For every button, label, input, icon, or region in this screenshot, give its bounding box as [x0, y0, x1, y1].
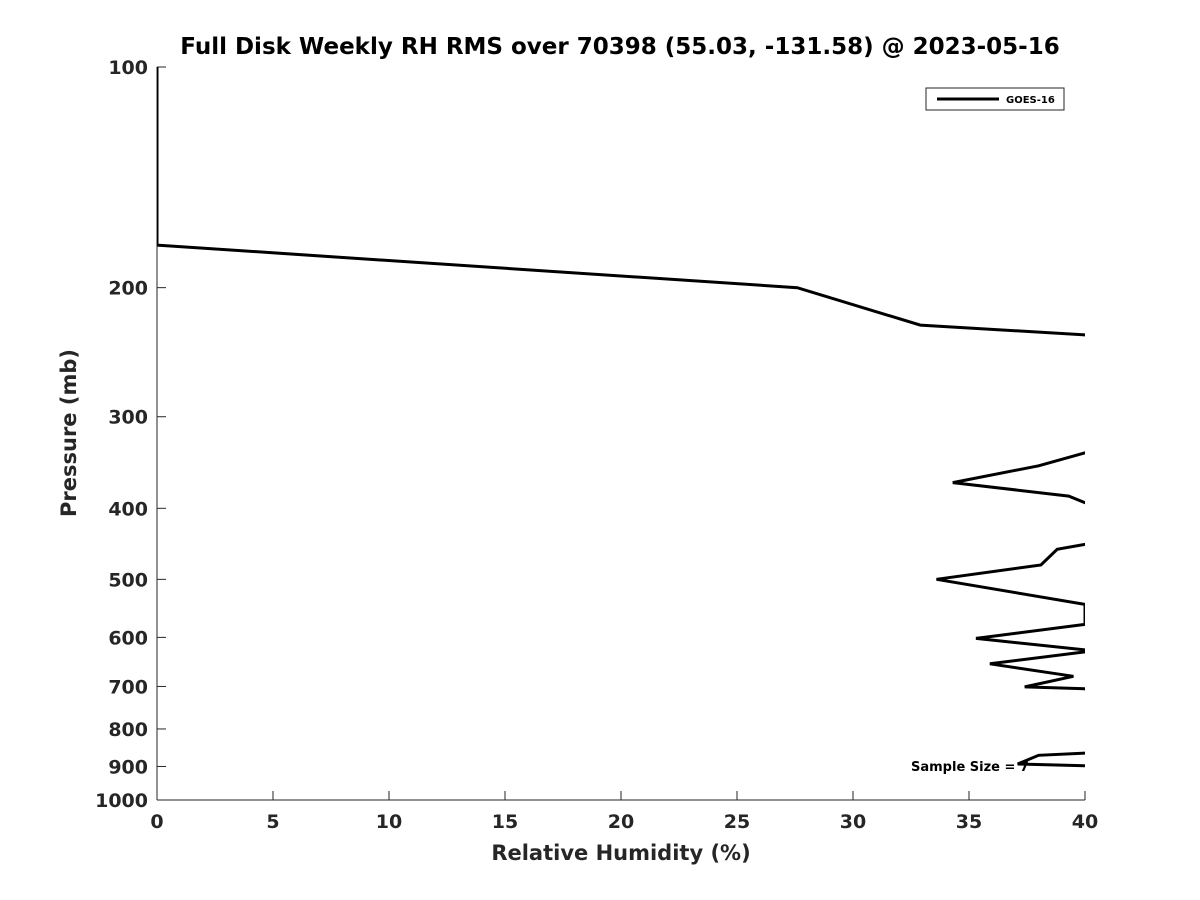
y-tick-label: 300 [108, 407, 148, 429]
x-tick-label: 20 [608, 811, 634, 833]
y-tick-label: 400 [108, 498, 148, 520]
x-axis-label: Relative Humidity (%) [491, 841, 750, 865]
y-tick-label: 600 [108, 627, 148, 649]
y-tick-label: 500 [108, 569, 148, 591]
chart-title: Full Disk Weekly RH RMS over 70398 (55.0… [180, 34, 1059, 60]
sample-size-annotation: Sample Size = 7 [911, 760, 1029, 775]
series-line-goes-16 [157, 67, 1085, 768]
x-tick-label: 35 [956, 811, 982, 833]
x-axis: 0 5 10 15 20 25 30 35 40 [150, 791, 1098, 833]
y-axis-label: Pressure (mb) [57, 349, 81, 517]
y-tick-label: 800 [108, 719, 148, 741]
x-tick-label: 30 [840, 811, 866, 833]
y-tick-label: 900 [108, 756, 148, 778]
series-layer [157, 67, 1085, 768]
y-tick-label: 200 [108, 278, 148, 300]
y-tick-label: 1000 [95, 790, 148, 812]
legend: GOES-16 [925, 87, 1065, 111]
y-tick-label: 100 [108, 57, 148, 79]
x-tick-label: 25 [724, 811, 750, 833]
x-tick-label: 10 [376, 811, 402, 833]
y-tick-label: 700 [108, 676, 148, 698]
y-axis: 100 200 300 400 500 600 700 800 900 1000 [95, 57, 166, 812]
x-tick-label: 5 [266, 811, 279, 833]
x-tick-label: 15 [492, 811, 518, 833]
x-tick-label: 0 [150, 811, 163, 833]
legend-label-goes-16: GOES-16 [1006, 95, 1055, 106]
x-tick-label: 40 [1072, 811, 1098, 833]
